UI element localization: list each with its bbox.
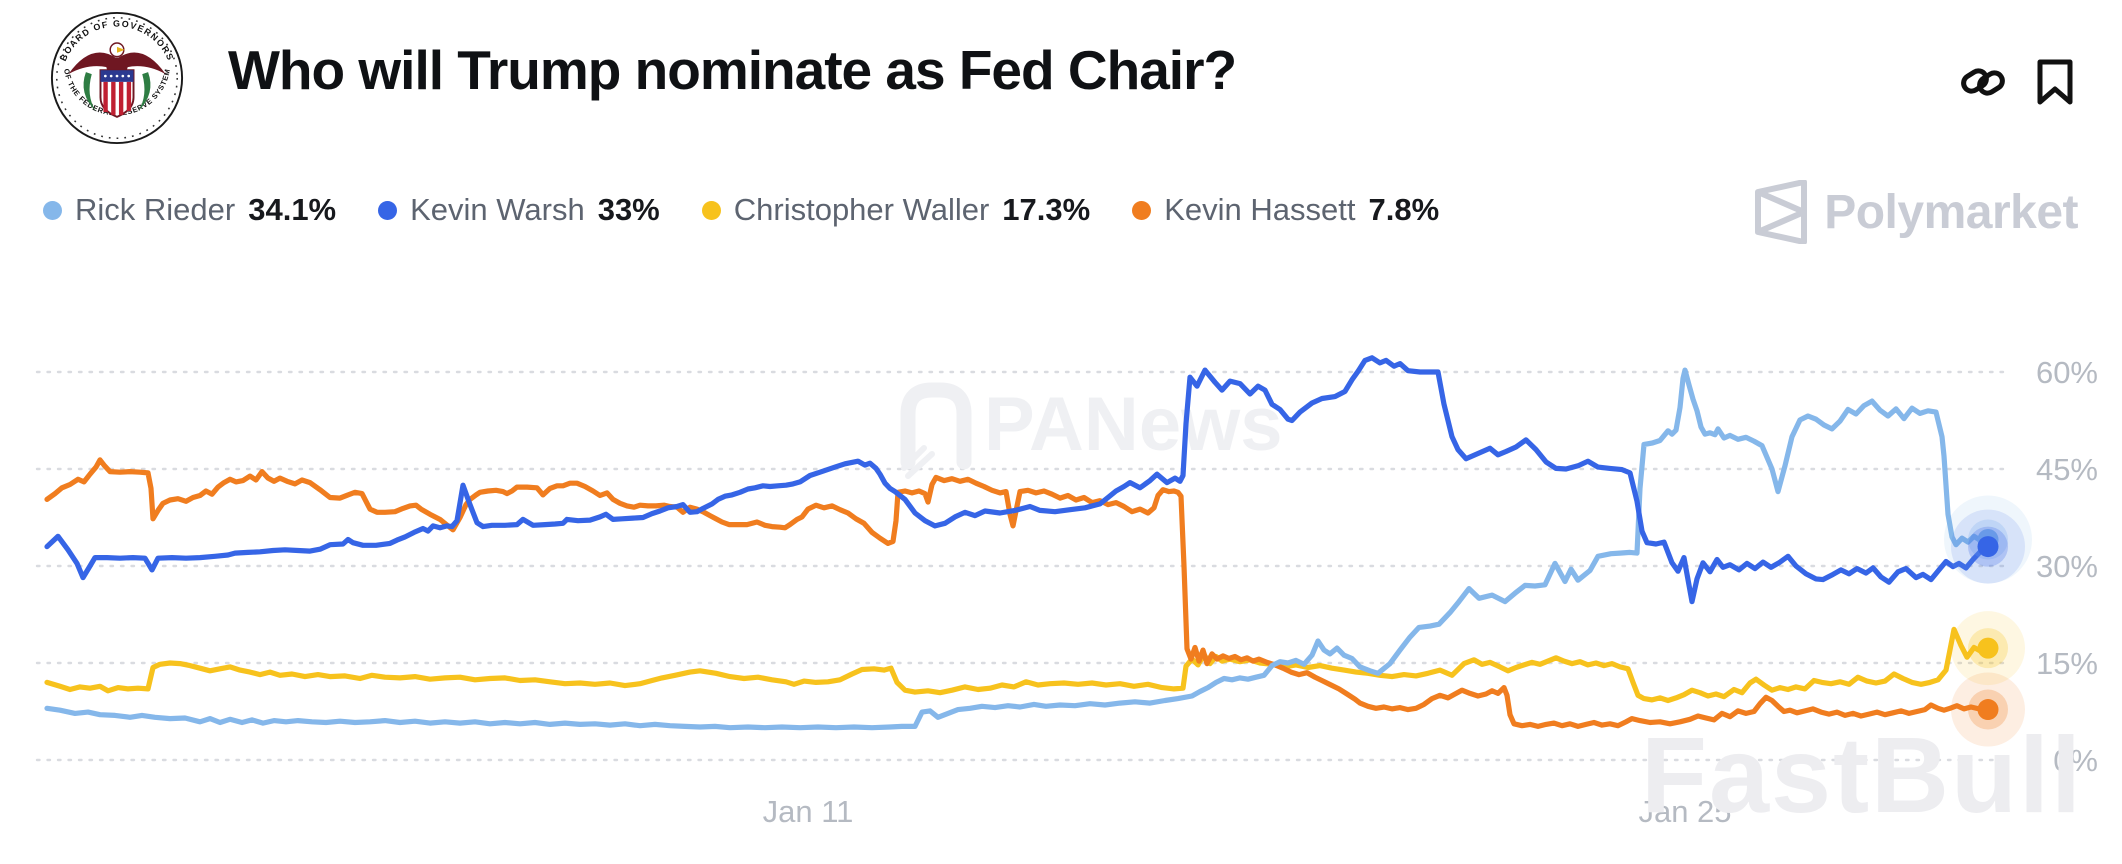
y-axis-label-45%: 45% bbox=[2036, 452, 2098, 487]
legend-dot-icon bbox=[701, 200, 721, 220]
polymarket-label: Polymarket bbox=[1824, 185, 2078, 239]
legend-item-christopher-waller[interactable]: Christopher Waller 17.3% bbox=[701, 192, 1091, 228]
link-icon[interactable] bbox=[1960, 59, 2006, 105]
legend-item-rick-rieder[interactable]: Rick Rieder 34.1% bbox=[43, 192, 336, 228]
y-axis-label-30%: 30% bbox=[2036, 549, 2098, 584]
fastbull-watermark-text: FastBull bbox=[1641, 714, 2083, 835]
panews-logo-icon bbox=[900, 382, 972, 470]
page-title: Who will Trump nominate as Fed Chair? bbox=[228, 39, 1237, 101]
panews-watermark: PANews bbox=[900, 382, 1282, 479]
x-axis-label-jan-11: Jan 11 bbox=[763, 794, 854, 829]
seal-shield bbox=[99, 69, 135, 118]
series-line-rick-rieder[interactable] bbox=[44, 367, 1991, 731]
series-end-dot-kevin-warsh bbox=[1977, 536, 1999, 558]
legend-value: 34.1% bbox=[248, 192, 337, 227]
series-line-christopher-waller[interactable] bbox=[44, 626, 1991, 704]
legend-name: Kevin Warsh bbox=[410, 192, 585, 227]
series-end-dot-christopher-waller bbox=[1977, 637, 1999, 659]
legend-dot-icon bbox=[43, 200, 62, 220]
legend-name: Rick Rieder bbox=[75, 192, 236, 227]
y-axis-label-60%: 60% bbox=[2036, 355, 2098, 390]
series-line-kevin-hassett[interactable] bbox=[44, 457, 1991, 730]
legend-name: Christopher Waller bbox=[733, 192, 990, 227]
panews-watermark-text: PANews bbox=[984, 382, 1282, 467]
legend-value: 33% bbox=[597, 192, 660, 227]
panews-logo-stripes bbox=[901, 445, 935, 479]
y-axis-label-0%: 0% bbox=[2053, 743, 2098, 778]
bookmark-icon[interactable] bbox=[2036, 58, 2074, 106]
seal-branches bbox=[83, 72, 151, 112]
legend-dot-icon bbox=[1132, 200, 1152, 220]
legend-name: Kevin Hassett bbox=[1164, 192, 1356, 227]
legend-dot-icon bbox=[378, 200, 398, 220]
series-line-kevin-warsh[interactable] bbox=[44, 355, 1991, 605]
y-axis-label-15%: 15% bbox=[2036, 646, 2098, 681]
legend-item-kevin-warsh[interactable]: Kevin Warsh 33% bbox=[378, 192, 660, 228]
series-end-dot-kevin-hassett bbox=[1977, 699, 1999, 721]
legend-value: 7.8% bbox=[1368, 192, 1440, 227]
federal-reserve-seal-icon: BOARD OF GOVERNORS OF THE FEDERAL RESERV… bbox=[50, 11, 184, 145]
legend-value: 17.3% bbox=[1002, 192, 1091, 227]
polymarket-logo-icon bbox=[1755, 180, 1808, 244]
header-actions bbox=[1960, 58, 2074, 106]
x-axis-label-jan-25: Jan 25 bbox=[1638, 794, 1731, 829]
chart-legend: Rick Rieder 34.1% Kevin Warsh 33% Christophe… bbox=[43, 192, 1439, 228]
polymarket-brand[interactable]: Polymarket bbox=[1754, 180, 2078, 244]
legend-item-kevin-hassett[interactable]: Kevin Hassett 7.8% bbox=[1132, 192, 1439, 228]
